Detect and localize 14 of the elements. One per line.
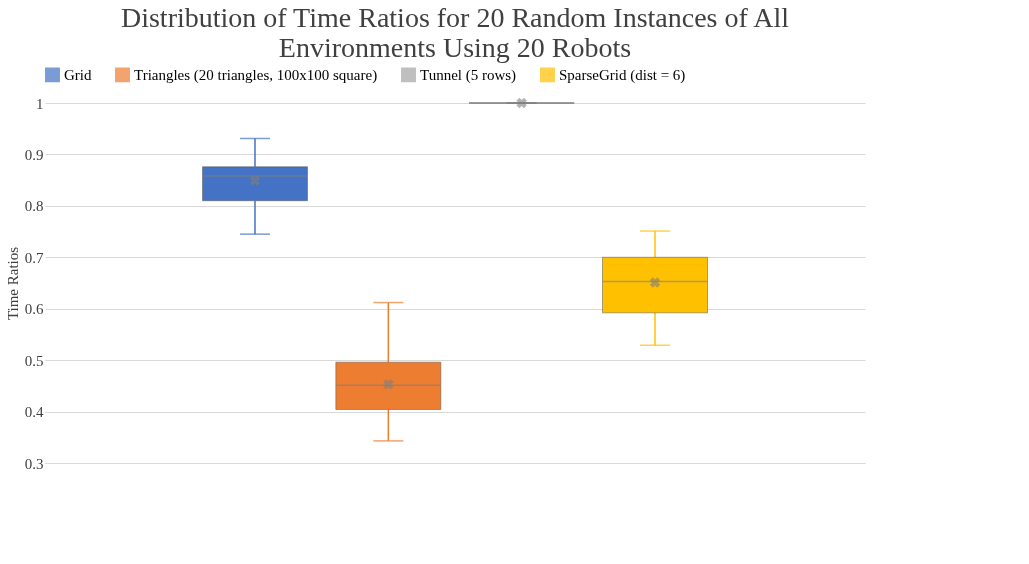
y-tick-label: 0.9	[24, 146, 44, 163]
y-tick-label: 0.5	[24, 352, 44, 369]
legend-label: Tunnel (5 rows)	[420, 66, 517, 84]
legend-label: Triangles (20 triangles, 100x100 square)	[134, 66, 378, 84]
y-tick-label: 0.4	[24, 404, 44, 421]
y-tick-label: 0.3	[24, 455, 44, 472]
y-axis-title: Time Ratios	[4, 246, 21, 321]
chart-title: Distribution of Time Ratios for 20 Random Instances of All Environments Using 20 Robots	[120, 2, 790, 63]
legend-label: Grid	[64, 66, 92, 83]
y-tick-label: 0.7	[24, 249, 44, 266]
y-tick-label: 0.6	[24, 301, 44, 318]
y-tick-label: 1	[36, 95, 44, 112]
y-tick-label: 0.8	[24, 198, 44, 215]
legend-label: SparseGrid (dist = 6)	[559, 66, 686, 84]
